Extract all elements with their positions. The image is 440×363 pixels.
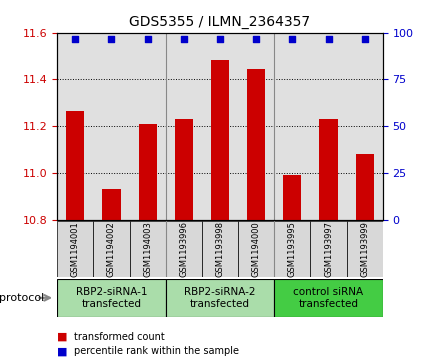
Title: GDS5355 / ILMN_2364357: GDS5355 / ILMN_2364357 [129,15,311,29]
Point [180,36,187,42]
Bar [274,279,383,317]
Point [108,36,115,42]
Bar [283,175,301,220]
Text: ■: ■ [57,346,68,356]
Bar [202,221,238,277]
Bar [57,279,166,317]
Bar [319,119,337,220]
Bar [175,119,193,220]
Point [216,36,224,42]
Text: GSM1193996: GSM1193996 [180,221,188,277]
Text: GSM1194001: GSM1194001 [71,221,80,277]
Text: RBP2-siRNA-1
transfected: RBP2-siRNA-1 transfected [76,287,147,309]
Text: RBP2-siRNA-2
transfected: RBP2-siRNA-2 transfected [184,287,256,309]
Text: GSM1193998: GSM1193998 [216,221,224,277]
Text: GSM1194000: GSM1194000 [252,221,260,277]
Bar [356,154,374,220]
Bar [66,111,84,220]
Bar [311,221,347,277]
Text: control siRNA
transfected: control siRNA transfected [293,287,363,309]
Text: ■: ■ [57,332,68,342]
Text: transformed count: transformed count [74,332,165,342]
Text: GSM1193999: GSM1193999 [360,221,369,277]
Point [72,36,79,42]
Bar [166,221,202,277]
Bar [166,279,274,317]
Bar [238,221,274,277]
Bar [247,69,265,220]
Text: percentile rank within the sample: percentile rank within the sample [74,346,239,356]
Point [253,36,260,42]
Point [144,36,151,42]
Bar [211,60,229,220]
Text: protocol: protocol [0,293,44,303]
Bar [347,221,383,277]
Bar [57,221,93,277]
Point [289,36,296,42]
Text: GSM1193995: GSM1193995 [288,221,297,277]
Bar [103,189,121,220]
Bar [93,221,129,277]
Bar [139,124,157,220]
Text: GSM1193997: GSM1193997 [324,221,333,277]
Bar [129,221,166,277]
Bar [274,221,311,277]
Text: GSM1194003: GSM1194003 [143,221,152,277]
Point [325,36,332,42]
Text: GSM1194002: GSM1194002 [107,221,116,277]
Point [361,36,368,42]
